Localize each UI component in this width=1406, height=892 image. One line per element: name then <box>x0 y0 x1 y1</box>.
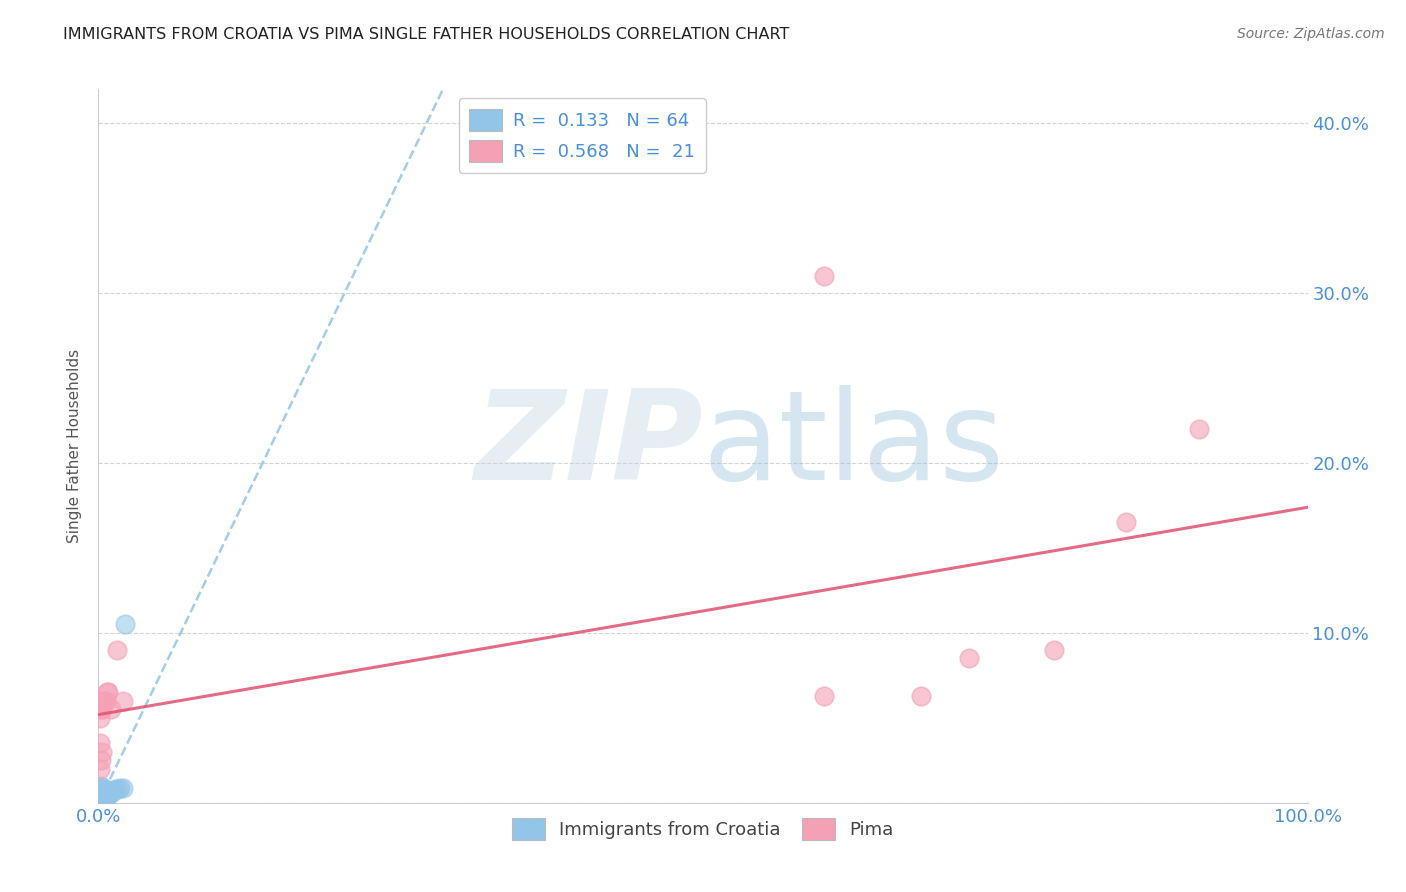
Point <box>91 787 114 801</box>
Point <box>91 702 114 716</box>
Point <box>94 790 117 805</box>
Point <box>813 269 835 284</box>
Point <box>90 779 112 793</box>
Point <box>90 792 112 806</box>
Point <box>100 702 122 716</box>
Point <box>114 617 136 632</box>
Point <box>90 780 112 795</box>
Point <box>100 786 122 800</box>
Y-axis label: Single Father Households: Single Father Households <box>67 349 83 543</box>
Point <box>90 702 112 716</box>
Point <box>89 711 111 725</box>
Point <box>111 694 134 708</box>
Point <box>1115 516 1137 530</box>
Point <box>94 694 117 708</box>
Point <box>89 794 111 808</box>
Text: IMMIGRANTS FROM CROATIA VS PIMA SINGLE FATHER HOUSEHOLDS CORRELATION CHART: IMMIGRANTS FROM CROATIA VS PIMA SINGLE F… <box>63 27 790 42</box>
Point <box>96 685 118 699</box>
Point <box>89 789 111 803</box>
Point <box>104 782 127 797</box>
Point <box>90 786 112 800</box>
Point <box>89 794 111 808</box>
Point <box>90 786 112 800</box>
Point <box>90 782 112 797</box>
Point <box>91 789 114 803</box>
Point <box>89 796 111 810</box>
Point <box>1188 422 1211 436</box>
Point <box>97 787 120 801</box>
Point <box>96 786 118 800</box>
Point <box>91 786 114 800</box>
Point <box>97 784 120 798</box>
Point <box>90 784 112 798</box>
Point <box>90 796 112 810</box>
Point <box>91 694 114 708</box>
Point <box>89 787 111 801</box>
Point <box>89 796 111 810</box>
Point <box>89 786 111 800</box>
Legend: Immigrants from Croatia, Pima: Immigrants from Croatia, Pima <box>505 811 901 847</box>
Point <box>91 780 114 795</box>
Point <box>91 790 114 805</box>
Point <box>89 792 111 806</box>
Point <box>91 786 114 800</box>
Point <box>89 794 111 808</box>
Point <box>89 792 111 806</box>
Point <box>89 789 111 803</box>
Point <box>89 790 111 805</box>
Point <box>910 689 932 703</box>
Point <box>111 780 134 795</box>
Text: atlas: atlas <box>703 385 1005 507</box>
Point <box>90 790 112 805</box>
Point <box>90 787 112 801</box>
Point <box>105 643 128 657</box>
Point <box>91 790 114 805</box>
Point <box>813 689 835 703</box>
Point <box>89 787 111 801</box>
Point <box>89 796 111 810</box>
Point <box>89 790 111 805</box>
Point <box>93 789 115 803</box>
Point <box>93 694 115 708</box>
Point <box>91 787 114 801</box>
Point <box>97 685 120 699</box>
Point <box>1042 643 1064 657</box>
Point <box>91 745 114 759</box>
Point <box>107 782 129 797</box>
Point <box>108 780 131 795</box>
Point <box>90 789 112 803</box>
Point <box>91 794 114 808</box>
Point <box>93 790 115 805</box>
Point <box>90 787 112 801</box>
Point <box>101 784 124 798</box>
Text: ZIP: ZIP <box>474 385 703 507</box>
Point <box>89 794 111 808</box>
Point <box>89 786 111 800</box>
Point <box>94 787 117 801</box>
Point <box>89 762 111 776</box>
Text: Source: ZipAtlas.com: Source: ZipAtlas.com <box>1237 27 1385 41</box>
Point <box>90 784 112 798</box>
Point <box>98 787 121 801</box>
Point <box>93 786 115 800</box>
Point <box>89 787 111 801</box>
Point <box>90 753 112 767</box>
Point <box>957 651 980 665</box>
Point <box>89 792 111 806</box>
Point <box>96 789 118 803</box>
Point <box>89 790 111 805</box>
Point <box>91 792 114 806</box>
Point <box>91 789 114 803</box>
Point <box>90 794 112 808</box>
Point <box>89 736 111 750</box>
Point <box>91 784 114 798</box>
Point <box>91 792 114 806</box>
